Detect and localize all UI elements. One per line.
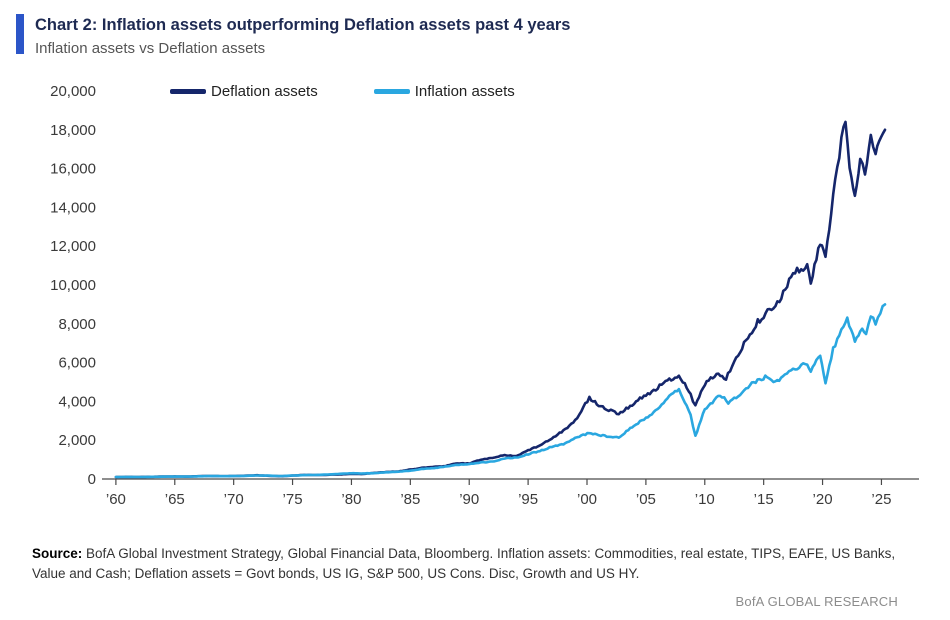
x-tick-label: ’20 <box>813 491 833 508</box>
y-tick-label: 20,000 <box>50 83 96 100</box>
y-tick-label: 0 <box>88 471 96 488</box>
x-tick-label: ’80 <box>341 491 361 508</box>
legend-label-deflation: Deflation assets <box>211 82 318 100</box>
y-tick-label: 16,000 <box>50 160 96 177</box>
header-text: Chart 2: Inflation assets outperforming … <box>35 14 570 57</box>
x-tick-label: ’15 <box>754 491 774 508</box>
x-tick-label: ’90 <box>459 491 479 508</box>
series-line-inflation-assets <box>114 302 887 479</box>
source-label: Source: <box>32 545 83 561</box>
y-tick-label: 8,000 <box>58 315 96 332</box>
inflation-line-swatch <box>373 88 410 94</box>
x-tick-label: ’70 <box>224 491 244 508</box>
x-tick-label: ’75 <box>283 491 303 508</box>
x-tick-label: ’85 <box>400 491 420 508</box>
y-tick-label: 4,000 <box>58 393 96 410</box>
y-tick-label: 18,000 <box>50 121 96 138</box>
y-tick-label: 6,000 <box>58 354 96 371</box>
y-tick-label: 12,000 <box>50 238 96 255</box>
y-tick-label: 2,000 <box>58 432 96 449</box>
x-tick-label: ’25 <box>871 491 891 508</box>
x-tick-label: ’60 <box>106 491 126 508</box>
deflation-line-swatch <box>170 88 206 94</box>
source-note: Source: BofA Global Investment Strategy,… <box>32 544 902 585</box>
chart-area: 0 2,000 4,000 6,000 8,000 10,000 12,000 14,000 1… <box>18 73 922 530</box>
y-tick-label: 10,000 <box>50 277 96 294</box>
chart-header: Chart 2: Inflation assets outperforming … <box>16 14 922 57</box>
legend-item-inflation: Inflation assets <box>373 82 515 100</box>
x-tick-label: ’65 <box>165 491 185 508</box>
x-tick-label: ’05 <box>636 491 656 508</box>
chart-subtitle: Inflation assets vs Deflation assets <box>35 39 266 57</box>
legend-label-inflation: Inflation assets <box>414 82 515 100</box>
chart-legend: Deflation assets Inflation assets <box>170 83 515 100</box>
x-tick-label: ’00 <box>577 491 597 508</box>
legend-item-deflation: Deflation assets <box>170 83 318 100</box>
research-brand: BofA GLOBAL RESEARCH <box>735 594 898 610</box>
series-line-deflation-assets <box>114 120 887 479</box>
chart-title: Chart 2: Inflation assets outperforming … <box>35 16 571 34</box>
line-chart: 0 2,000 4,000 6,000 8,000 10,000 12,000 14,000 1… <box>50 83 919 508</box>
accent-bar <box>16 14 24 54</box>
y-tick-label: 14,000 <box>50 199 96 216</box>
source-text: BofA Global Investment Strategy, Global … <box>32 545 896 581</box>
x-tick-label: ’95 <box>518 491 538 508</box>
x-tick-label: ’10 <box>695 491 715 508</box>
